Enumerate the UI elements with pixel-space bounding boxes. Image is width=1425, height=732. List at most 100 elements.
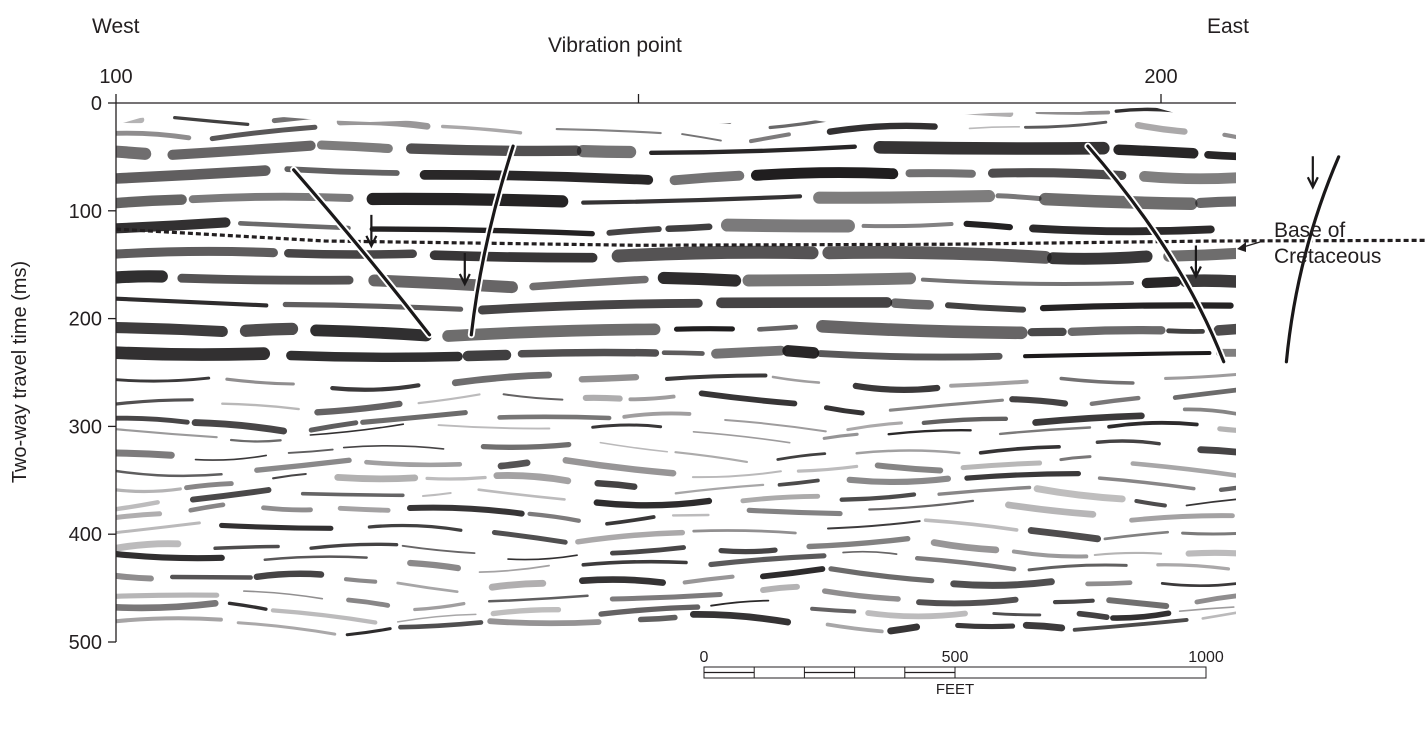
reflection-event xyxy=(1218,485,1236,492)
y-tick-label: 0 xyxy=(91,93,102,115)
reflection-event xyxy=(657,271,742,287)
reflection-event xyxy=(366,192,569,208)
reflection-event xyxy=(1217,426,1236,433)
x-axis-title: Vibration point xyxy=(548,34,682,57)
reflection-event xyxy=(873,141,1110,155)
reflection-event xyxy=(1059,376,1135,385)
reflection-event xyxy=(173,115,250,127)
reflection-event xyxy=(478,564,550,573)
reflection-event xyxy=(477,488,566,501)
reflection-event xyxy=(594,480,638,490)
reflection-event xyxy=(1185,549,1236,557)
east-label: East xyxy=(1207,15,1250,38)
reflection-event xyxy=(221,402,300,411)
reflection-event xyxy=(1085,580,1133,587)
fault-line-1 xyxy=(292,168,432,337)
scale-bar-label: 500 xyxy=(942,649,969,666)
reflection-event xyxy=(822,245,1052,264)
reflection-event xyxy=(497,414,612,421)
reflection-event xyxy=(599,441,669,453)
reflection-event xyxy=(480,441,572,450)
fault-line-4 xyxy=(1284,155,1341,364)
reflection-event xyxy=(369,226,595,237)
reflection-event xyxy=(116,296,269,308)
y-tick-label: 200 xyxy=(69,309,102,331)
reflection-event xyxy=(188,192,354,204)
reflection-event xyxy=(407,504,525,517)
x-tick-label: 200 xyxy=(1144,66,1177,88)
reflection-event xyxy=(263,555,368,561)
reflection-event xyxy=(682,574,735,585)
reflection-event xyxy=(1076,610,1110,620)
reflection-event xyxy=(284,248,417,259)
reflection-event xyxy=(490,109,605,119)
reflection-event xyxy=(777,478,820,487)
reflection-event xyxy=(581,559,688,567)
reflection-event xyxy=(842,550,898,555)
reflection-event xyxy=(367,523,463,532)
reflection-event xyxy=(417,393,481,405)
reflection-event xyxy=(689,611,792,626)
y-tick-label: 300 xyxy=(69,416,102,438)
reflection-event xyxy=(243,590,324,600)
reflection-event xyxy=(838,112,895,121)
reflection-event xyxy=(905,169,976,178)
reflection-event xyxy=(995,193,1042,201)
reflection-event xyxy=(116,322,228,338)
reflection-event xyxy=(855,449,961,455)
reflection-event xyxy=(422,492,452,497)
reflection-event xyxy=(782,345,820,359)
reflection-event xyxy=(771,375,821,384)
reflection-event xyxy=(334,474,419,483)
reflection-event xyxy=(398,620,484,630)
horizon-label-line2: Cretaceous xyxy=(1274,245,1382,269)
reflection-event xyxy=(425,475,487,481)
reflection-event xyxy=(1106,597,1170,609)
reflection-event xyxy=(1185,498,1236,507)
fault-line-2 xyxy=(469,144,515,337)
reflection-event xyxy=(502,393,564,401)
reflection-event xyxy=(116,130,192,141)
reflection-event xyxy=(1039,302,1234,312)
reflection-event xyxy=(1194,593,1236,605)
reflection-event xyxy=(1072,617,1189,632)
reflection-event xyxy=(227,601,268,611)
reflection-event xyxy=(282,301,464,312)
reflection-event xyxy=(316,140,393,154)
reflection-event xyxy=(116,521,201,535)
reflection-event xyxy=(493,472,572,485)
reflection-event xyxy=(116,449,175,459)
reflection-event xyxy=(698,390,798,407)
reflection-event xyxy=(955,622,1016,630)
reflection-event xyxy=(116,165,271,184)
reflection-event xyxy=(191,419,288,435)
reflection-event xyxy=(529,275,649,291)
reflection-event xyxy=(806,536,911,550)
reflection-event xyxy=(1130,461,1236,478)
reflection-event xyxy=(746,507,843,517)
reflection-event xyxy=(582,394,623,402)
reflection-event xyxy=(992,611,1042,617)
reflection-event xyxy=(116,217,231,234)
reflection-event xyxy=(1129,513,1235,523)
reflection-event xyxy=(606,226,662,236)
reflection-event xyxy=(887,623,921,635)
reflection-event xyxy=(757,324,799,332)
reflection-event xyxy=(314,400,403,416)
reflection-event xyxy=(816,320,1028,340)
reflection-event xyxy=(1029,224,1215,236)
reflection-event xyxy=(710,599,770,607)
reflection-event xyxy=(116,487,182,494)
reflection-event xyxy=(253,570,325,581)
reflection-event xyxy=(622,411,692,419)
reflection-event xyxy=(796,464,859,473)
reflection-event xyxy=(238,221,351,231)
reflection-event xyxy=(116,592,220,599)
reflection-event xyxy=(609,592,723,602)
reflection-event xyxy=(718,547,778,555)
reflection-event xyxy=(239,322,299,337)
reflection-event xyxy=(1213,323,1236,336)
reflection-event xyxy=(1197,446,1236,456)
reflection-event xyxy=(826,122,938,135)
reflection-event xyxy=(692,529,797,535)
